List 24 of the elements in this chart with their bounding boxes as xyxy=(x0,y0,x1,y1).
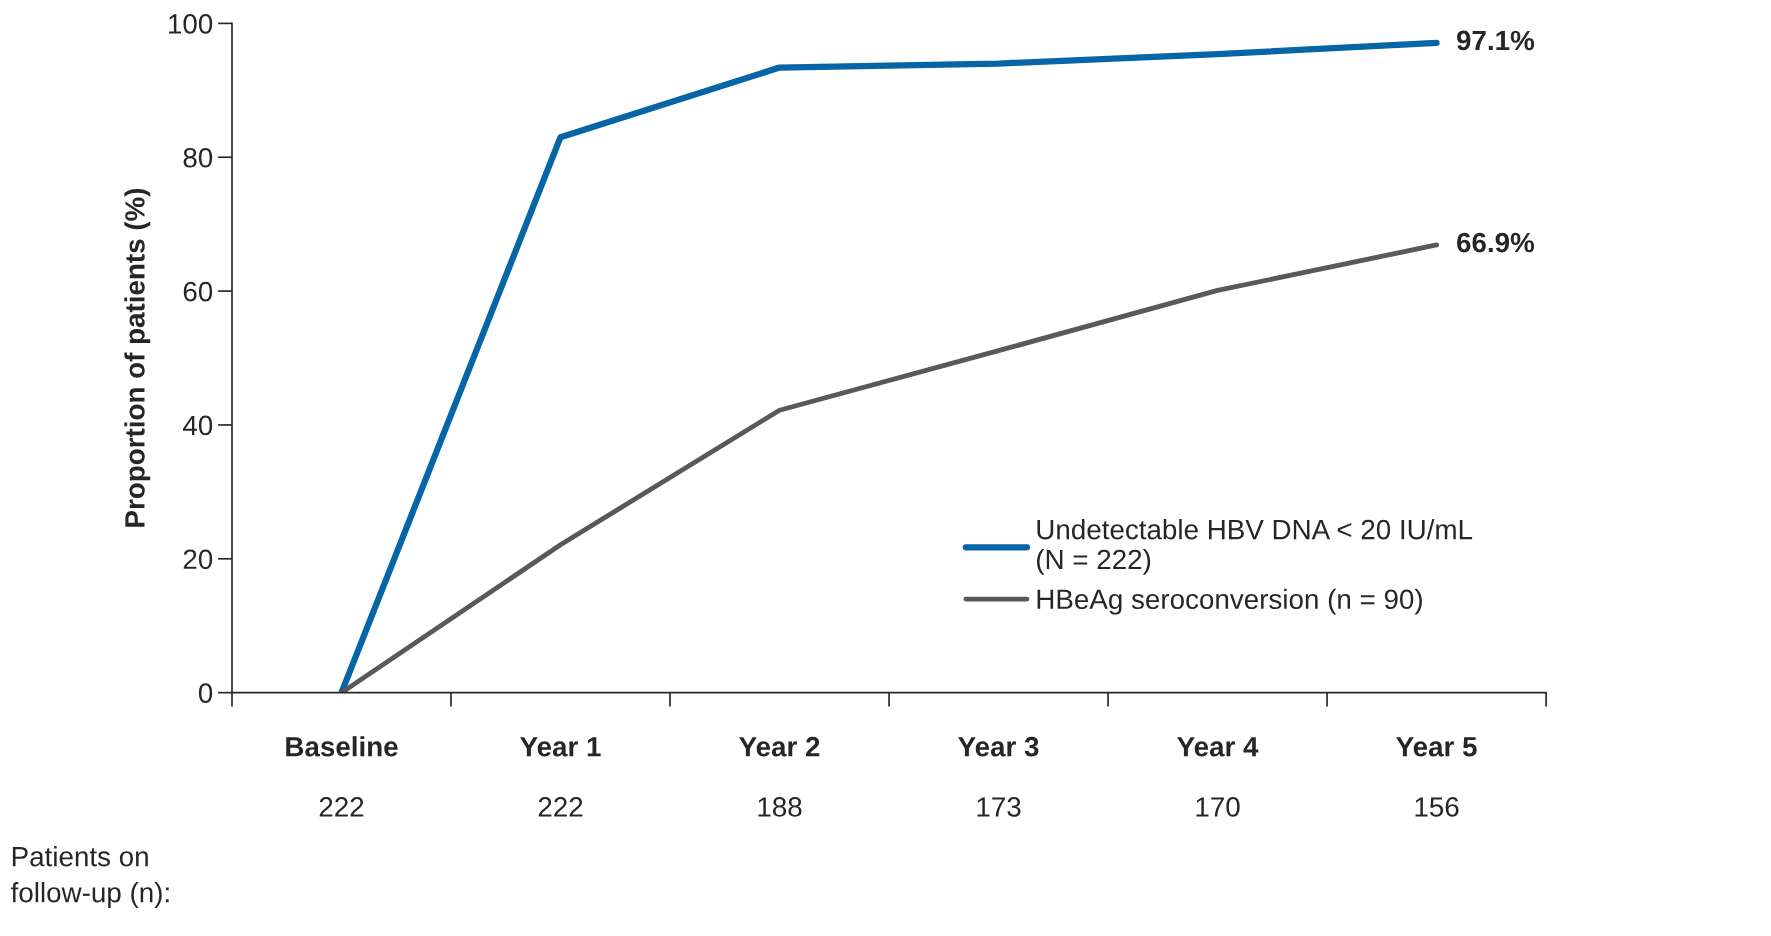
x-tick-label: Year 3 xyxy=(958,736,1039,757)
x-tick-label: Year 5 xyxy=(1396,737,1477,757)
text: 222 xyxy=(538,797,583,817)
y-tick-label: 80 xyxy=(183,147,213,168)
data-label: 97.1% xyxy=(1456,30,1535,51)
y-tick-label: 40 xyxy=(182,415,213,436)
y-axis-title: Proportion of patients (%) xyxy=(124,188,151,527)
text: 156 xyxy=(1415,797,1459,817)
y-tick-label: 20 xyxy=(183,549,213,570)
data-label: 66.9% xyxy=(1457,232,1535,253)
text: 173 xyxy=(977,797,1021,817)
legend-label: HBeAg seroconversion (n = 90) xyxy=(1037,588,1422,615)
legend-label: Undetectable HBV DNA < 20 IU/mL (N = 222) xyxy=(1037,519,1473,575)
y-tick-label: 100 xyxy=(169,14,213,34)
x-tick-label: Year 2 xyxy=(739,736,820,757)
x-tick-label: Year 4 xyxy=(1177,737,1259,757)
text: 170 xyxy=(1196,797,1240,817)
text: 222 xyxy=(319,797,364,817)
y-tick-label: 60 xyxy=(183,281,213,302)
text: Patients on follow-up (n): xyxy=(11,846,169,908)
x-tick-label: Year 1 xyxy=(520,737,601,757)
y-tick-label: 0 xyxy=(198,683,213,703)
x-tick-label: Baseline xyxy=(286,736,398,757)
text: 188 xyxy=(758,797,802,817)
